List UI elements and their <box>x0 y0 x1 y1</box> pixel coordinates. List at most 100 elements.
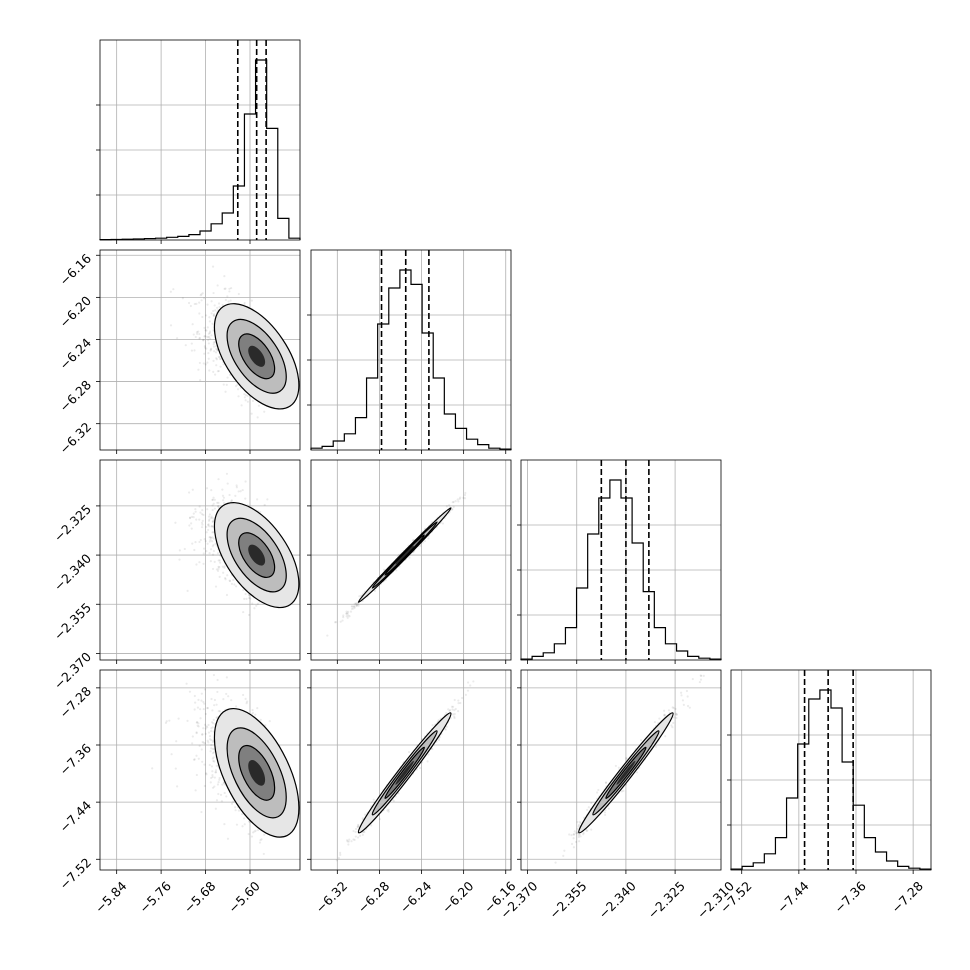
sample-point <box>228 493 231 497</box>
sample-point <box>354 835 357 838</box>
sample-point <box>226 295 229 298</box>
sample-point <box>354 830 357 834</box>
sample-point <box>387 808 390 811</box>
panel-1-0 <box>96 250 300 454</box>
sample-point <box>212 314 216 317</box>
sample-point <box>346 612 349 615</box>
sample-point <box>212 756 215 759</box>
sample-point <box>212 759 215 763</box>
sample-point <box>345 615 348 618</box>
sample-point <box>222 781 225 784</box>
sample-point <box>349 610 353 613</box>
sample-point <box>243 396 246 399</box>
sample-point <box>355 604 358 607</box>
sample-point <box>151 767 154 770</box>
sample-point <box>202 362 205 365</box>
panel-2-1 <box>307 460 511 664</box>
sample-point <box>195 754 198 757</box>
sample-point <box>198 337 201 340</box>
sample-point <box>210 525 213 528</box>
sample-point <box>206 508 209 511</box>
sample-point <box>188 524 191 527</box>
sample-point <box>202 562 205 565</box>
sample-point <box>208 536 211 539</box>
sample-point <box>419 766 422 770</box>
sample-point <box>207 342 210 345</box>
sample-point <box>451 501 454 504</box>
sample-point <box>243 393 246 396</box>
sample-point <box>352 838 355 841</box>
sample-point <box>466 681 470 684</box>
sample-point <box>172 288 175 291</box>
histogram-1 <box>310 269 512 450</box>
sample-point <box>205 335 208 338</box>
sample-point <box>207 741 210 744</box>
panel-2-0 <box>96 460 300 664</box>
sample-point <box>347 843 350 846</box>
sample-point <box>223 566 226 569</box>
sample-point <box>197 368 200 371</box>
sample-point <box>186 589 189 592</box>
sample-point <box>196 706 200 709</box>
sample-point <box>202 547 206 550</box>
sample-point <box>457 500 460 503</box>
sample-point <box>345 612 348 615</box>
sample-point <box>230 499 233 502</box>
sample-point <box>194 335 197 339</box>
sample-point <box>200 699 203 702</box>
sample-point <box>209 337 212 340</box>
sample-point <box>266 498 269 501</box>
sample-point <box>590 828 593 831</box>
sample-point <box>203 345 206 348</box>
sample-point <box>205 550 208 553</box>
sample-point <box>412 538 415 542</box>
sample-point <box>207 352 210 355</box>
sample-point <box>210 744 213 747</box>
contour-fill-3 <box>395 545 415 565</box>
sample-point <box>341 619 344 622</box>
sample-point <box>195 302 198 305</box>
sample-point <box>245 702 248 705</box>
sample-point <box>667 709 671 712</box>
sample-point <box>213 704 216 707</box>
sample-point <box>203 742 206 745</box>
sample-point <box>228 287 231 290</box>
sample-point <box>195 331 199 334</box>
sample-point <box>217 369 220 373</box>
sample-point <box>226 837 230 840</box>
sample-point <box>213 776 216 779</box>
sample-point <box>578 833 581 836</box>
sample-point <box>193 349 196 352</box>
sample-point <box>218 575 221 578</box>
sample-point <box>259 718 262 721</box>
sample-point <box>216 501 219 504</box>
sample-point <box>201 523 204 526</box>
sample-point <box>203 763 206 766</box>
sample-point <box>244 497 247 500</box>
sample-point <box>448 504 451 507</box>
sample-point <box>235 823 239 826</box>
sample-point <box>346 840 349 843</box>
sample-point <box>457 699 460 702</box>
sample-point <box>211 517 214 520</box>
sample-point <box>212 345 216 348</box>
contour-line-1 <box>226 517 287 593</box>
sample-point <box>215 799 219 802</box>
sample-point <box>212 291 215 295</box>
sample-point <box>190 527 193 530</box>
sample-point <box>382 568 386 571</box>
sample-point <box>212 343 215 346</box>
sample-point <box>196 720 199 724</box>
sample-point <box>224 287 227 290</box>
sample-point <box>210 776 213 780</box>
sample-point <box>247 832 250 836</box>
sample-point <box>225 676 228 679</box>
sample-point <box>200 521 204 524</box>
sample-point <box>452 705 455 708</box>
sample-point <box>233 583 236 586</box>
sample-point <box>210 765 214 768</box>
sample-point <box>210 312 213 315</box>
sample-point <box>210 516 213 520</box>
sample-point <box>572 837 575 840</box>
